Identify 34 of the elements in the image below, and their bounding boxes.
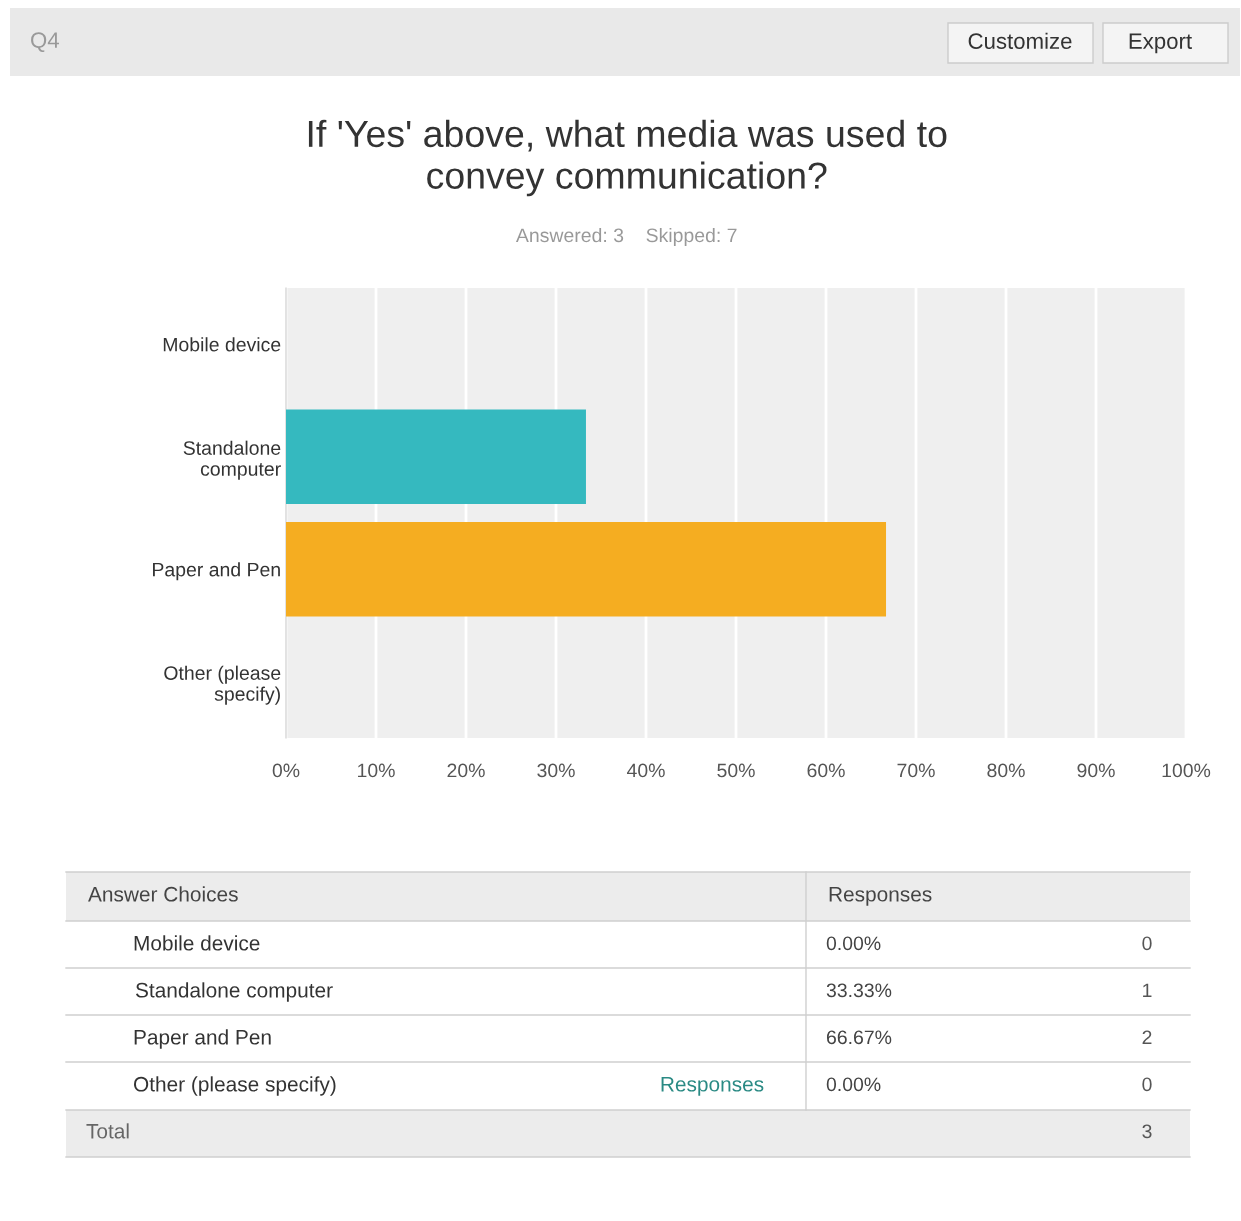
text: 3 (1142, 1124, 1152, 1139)
text: Responses (661, 1077, 764, 1096)
text: Answer Choices (88, 886, 238, 902)
x-tick-label: 100% (1162, 763, 1211, 778)
text: Total (86, 1123, 129, 1139)
x-tick-label: 60% (807, 763, 845, 778)
text: 2 (1142, 1030, 1152, 1045)
x-tick-label: 40% (626, 763, 665, 778)
y-tick-label: Other (please specify) (164, 665, 281, 705)
x-tick-label: 50% (717, 763, 755, 778)
text: 0.00% (826, 936, 881, 951)
y-tick-label: Mobile device (163, 337, 281, 352)
text: 1 (1143, 983, 1152, 998)
x-tick-label: 90% (1077, 763, 1115, 778)
x-tick-label: 0% (272, 763, 300, 778)
x-tick-label: 80% (987, 763, 1025, 778)
text: 0 (1142, 936, 1152, 951)
text: Responses (829, 887, 932, 906)
y-tick-label: Standalone computer (183, 440, 281, 480)
x-tick-label: 30% (537, 763, 575, 778)
y-tick-label: Paper and Pen (153, 562, 280, 581)
text: Mobile device (134, 935, 260, 951)
x-tick-label: 70% (897, 763, 935, 778)
chart-title: If 'Yes' above, what media was used to convey communication? (308, 119, 947, 197)
x-tick-label: 10% (358, 763, 395, 778)
x-tick-label: 20% (447, 763, 485, 778)
chart-subtitle: Answered: 3 Skipped: 7 (515, 227, 737, 247)
text: Customize (968, 32, 1072, 49)
text: 0.00% (826, 1077, 881, 1092)
text: Export (1129, 33, 1192, 54)
text: Q4 (31, 32, 59, 52)
text: 33.33% (826, 983, 892, 998)
text: 0 (1142, 1077, 1152, 1092)
text: 66.67% (826, 1030, 892, 1045)
